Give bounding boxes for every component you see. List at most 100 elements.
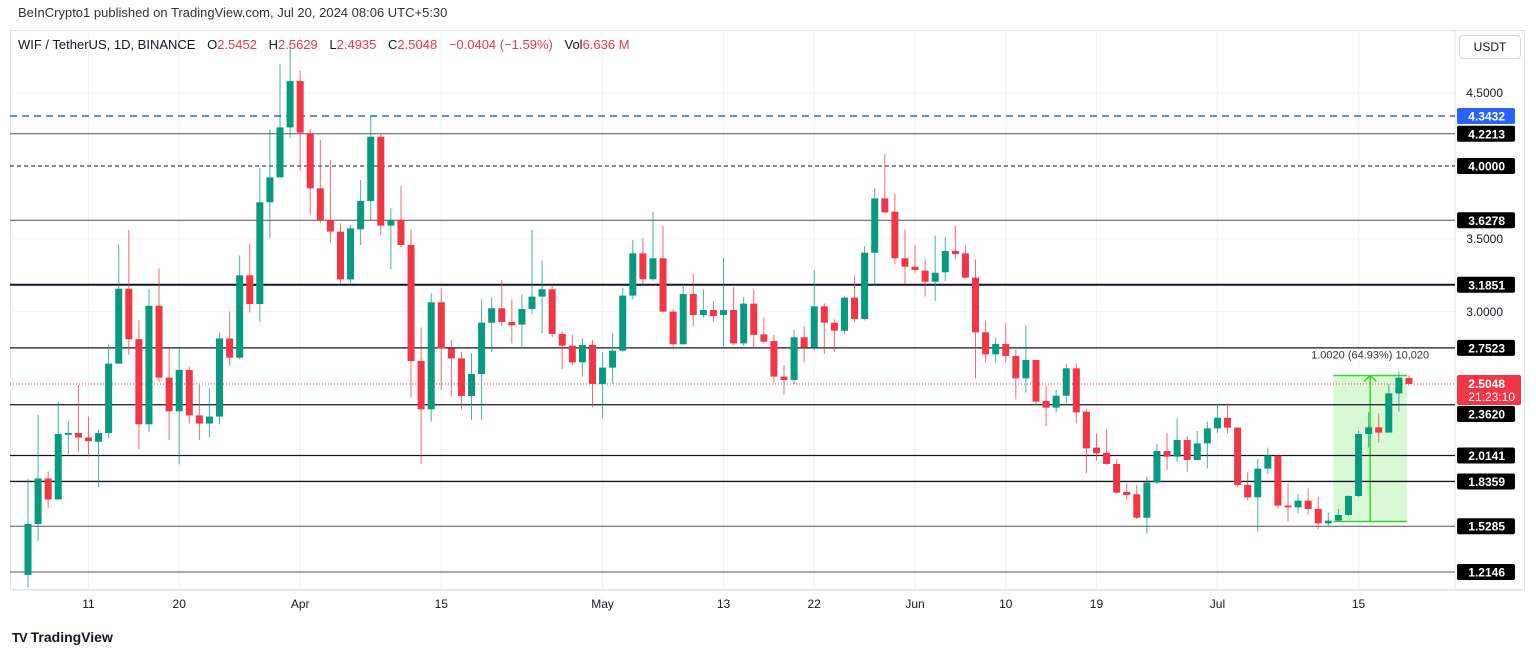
published-caption: BeInCrypto1 published on TradingView.com… — [18, 5, 448, 20]
candle-down — [891, 211, 899, 259]
candle-down — [558, 333, 566, 346]
symbol-title[interactable]: WIF / TetherUS, 1D, BINANCE — [18, 37, 196, 52]
candle-up — [1254, 468, 1262, 498]
low-value: 2.4935 — [336, 37, 377, 52]
brand-label: TradingView — [30, 629, 113, 645]
candle-up — [216, 338, 224, 417]
candle-down — [881, 198, 889, 213]
candle-down — [921, 270, 929, 282]
change-value: −0.0404 (−1.59%) — [448, 37, 553, 52]
price-tick-label: 4.5000 — [1466, 86, 1503, 100]
candle-up — [679, 293, 687, 345]
candle-down — [568, 345, 576, 363]
candle-down — [1244, 484, 1252, 498]
candle-up — [1213, 417, 1221, 429]
level-price-tag — [1457, 212, 1515, 229]
bar-countdown-label: 21:23:10 — [1468, 390, 1515, 404]
time-tick-label: Apr — [291, 597, 310, 611]
candle-down — [407, 245, 415, 362]
candle-down — [780, 376, 788, 380]
candle-down — [508, 321, 516, 326]
candle-up — [357, 201, 365, 230]
level-price-tag — [1457, 339, 1515, 356]
candle-down — [498, 308, 506, 322]
candle-down — [659, 258, 667, 312]
time-tick-label: 10 — [999, 597, 1013, 611]
candle-up — [538, 289, 546, 297]
tradingview-brand[interactable]: TV TradingView — [12, 629, 113, 645]
level-price-tag — [1457, 276, 1515, 293]
candle-up — [1385, 393, 1393, 433]
candle-down — [730, 310, 738, 344]
last-price-tag — [1457, 374, 1521, 405]
candle-down — [1123, 491, 1131, 495]
candle-down — [316, 188, 324, 220]
time-tick-label: 15 — [435, 597, 449, 611]
high-value: 2.5629 — [278, 37, 318, 52]
level-price-tag — [1457, 518, 1515, 535]
candle-up — [619, 295, 627, 351]
candle-down — [669, 311, 677, 345]
candle-down — [84, 437, 92, 442]
time-tick-label: May — [591, 597, 614, 611]
measure-arrow-icon — [1363, 374, 1377, 383]
level-price-tag — [1457, 125, 1515, 142]
candle-up — [1324, 520, 1332, 524]
price-tick-label: 3.5000 — [1466, 232, 1503, 246]
candle-down — [246, 275, 254, 305]
candle-up — [810, 306, 818, 348]
candle-up — [1395, 377, 1403, 394]
candle-down — [588, 345, 596, 384]
candle-down — [336, 231, 344, 280]
level-price-tag — [1457, 107, 1515, 124]
candle-up — [1052, 395, 1060, 408]
candle-down — [639, 253, 647, 280]
candle-up — [276, 127, 284, 178]
candle-up — [629, 253, 637, 296]
low-label: L — [329, 37, 337, 52]
candle-down — [901, 258, 909, 267]
candle-down — [1082, 411, 1090, 449]
level-price-tag — [1457, 405, 1515, 422]
candle-down — [1314, 508, 1322, 524]
candle-up — [1365, 427, 1373, 435]
level-price-label: 2.0141 — [1468, 449, 1505, 463]
close-value: 2.5048 — [397, 37, 438, 52]
level-price-label: 3.1851 — [1468, 278, 1505, 292]
time-tick-label: 19 — [1090, 597, 1104, 611]
candle-up — [599, 367, 607, 384]
candle-up — [992, 343, 1000, 355]
candle-down — [226, 338, 234, 358]
time-tick-label: 13 — [717, 597, 731, 611]
candle-down — [951, 250, 959, 255]
candle-up — [488, 308, 496, 323]
candle-down — [1284, 505, 1292, 508]
level-price-tag — [1457, 447, 1515, 464]
candle-up — [699, 310, 707, 315]
candle-down — [961, 253, 969, 278]
ohlc-legend: WIF / TetherUS, 1D, BINANCE O2.5452 H2.5… — [18, 37, 630, 52]
currency-button[interactable]: USDT — [1459, 35, 1521, 59]
candle-down — [195, 415, 203, 424]
tradingview-logo-icon: TV — [12, 629, 28, 645]
candle-down — [1133, 494, 1141, 518]
candle-down — [1103, 452, 1111, 464]
candle-down — [74, 433, 82, 438]
candle-down — [982, 332, 990, 355]
candle-up — [105, 363, 113, 434]
candle-up — [1062, 368, 1070, 396]
level-price-tag — [1457, 158, 1515, 175]
candle-up — [175, 369, 183, 412]
open-label: O — [207, 37, 218, 52]
candle-up — [367, 136, 375, 201]
candle-down — [1234, 427, 1242, 485]
level-price-label: 4.3432 — [1468, 109, 1505, 123]
candle-up — [931, 272, 939, 282]
candle-down — [1304, 500, 1312, 509]
candle-up — [518, 309, 526, 325]
candle-down — [447, 348, 455, 359]
candle-down — [830, 322, 838, 331]
candle-down — [972, 277, 980, 333]
candle-up — [1022, 360, 1030, 379]
